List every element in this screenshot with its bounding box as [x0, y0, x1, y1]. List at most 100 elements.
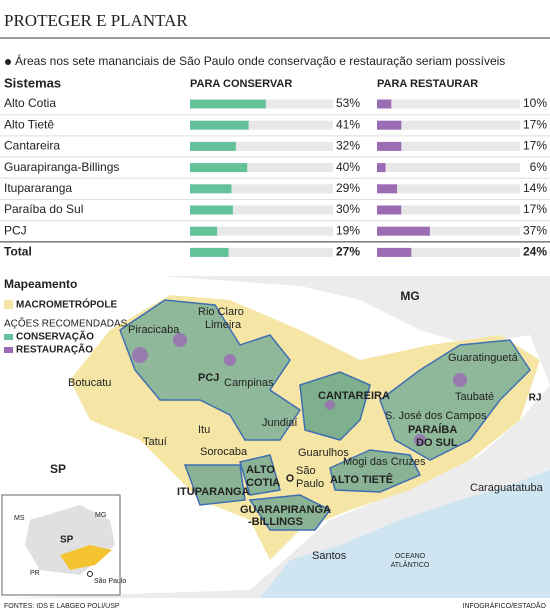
map-label: Piracicaba — [128, 324, 180, 336]
map-label: Itu — [198, 424, 210, 436]
alto-cotia — [239, 454, 281, 496]
value-label: 27% — [336, 245, 360, 259]
bar-track — [377, 205, 520, 215]
map-label: ALTO — [246, 464, 275, 476]
map-label: PCJ — [198, 372, 219, 384]
category-label: Alto Cotia — [4, 96, 56, 110]
map-label: Mogi das Cruzes — [343, 456, 426, 468]
legend-label: MACROMETRÓPOLE — [16, 298, 117, 311]
inset-marker — [87, 571, 93, 577]
legend-label: AÇÕES RECOMENDADAS — [4, 317, 128, 330]
bar-track — [377, 184, 520, 194]
city-marker — [286, 474, 294, 482]
value-label: 6% — [530, 160, 548, 174]
bar — [190, 226, 218, 236]
map-label: Taubaté — [455, 391, 494, 403]
map-label: ALTO TIETÊ — [330, 473, 393, 486]
map-title: Mapeamento — [4, 277, 77, 291]
legend-swatch — [4, 347, 13, 353]
alto-tiete — [329, 449, 422, 493]
bar — [377, 226, 430, 236]
bar-track — [190, 141, 333, 151]
map-label: OCEANO — [395, 553, 426, 560]
map-label: Tatuí — [143, 436, 167, 448]
legend-label: CONSERVAÇÃO — [16, 330, 94, 343]
bar — [190, 141, 236, 151]
map-label: São Paulo — [94, 578, 126, 585]
category-label: Cantareira — [4, 139, 60, 153]
bar — [190, 184, 232, 194]
value-label: 29% — [336, 181, 360, 195]
bar — [377, 99, 392, 109]
bar-track — [377, 141, 520, 151]
credit: INFOGRÁFICO/ESTADÃO — [463, 601, 547, 610]
legend-label: RESTAURAÇÃO — [16, 343, 93, 356]
map-label: MS — [14, 515, 25, 522]
bar-track — [377, 120, 520, 130]
paraiba-do-sul — [379, 339, 531, 461]
bar — [377, 205, 402, 215]
value-label: 17% — [523, 117, 547, 131]
cantareira — [299, 371, 371, 441]
map-label: PR — [30, 570, 40, 577]
value-label: 17% — [523, 202, 547, 216]
map-label: Guaratinguetá — [448, 352, 519, 364]
map-label: Guarulhos — [298, 447, 349, 459]
map-label: MG — [95, 512, 106, 519]
bar — [377, 141, 402, 151]
map-label: SP — [60, 535, 74, 546]
legend-swatch — [4, 300, 13, 309]
guarapiranga — [248, 494, 332, 531]
series-header: PARA RESTAURAR — [377, 78, 478, 90]
value-label: 40% — [336, 160, 360, 174]
value-label: 32% — [336, 139, 360, 153]
map-label: Botucatu — [68, 377, 111, 389]
bar — [377, 184, 398, 194]
map-label: Sorocaba — [200, 446, 248, 458]
map-label: CANTAREIRA — [318, 390, 390, 402]
map-label: São — [296, 465, 316, 477]
map-label: MG — [400, 289, 419, 303]
value-label: 37% — [523, 223, 547, 237]
bar-track — [190, 184, 333, 194]
bar-track — [377, 163, 520, 173]
bar-track — [190, 226, 333, 236]
map-label: COTIA — [246, 477, 280, 489]
source: FONTES: IDS E LABGEO POLI/USP — [4, 603, 120, 610]
bar — [190, 163, 248, 173]
bar — [377, 120, 402, 130]
bar-track — [190, 205, 333, 215]
category-label: Guarapiranga-Billings — [4, 160, 119, 174]
legend-swatch — [4, 334, 13, 340]
map-label: ATLÂNTICO — [391, 560, 430, 569]
map-label: ITUPARANGA — [177, 486, 250, 498]
subtitle: Áreas nos sete mananciais de São Paulo o… — [15, 53, 505, 68]
map-label: Jundiaí — [262, 417, 297, 429]
bar-track — [377, 226, 520, 236]
pcj — [119, 299, 302, 441]
value-label: 41% — [336, 117, 360, 131]
category-label: Itupararanga — [4, 181, 72, 195]
map-label: PARAÍBA — [408, 423, 457, 436]
bar — [190, 205, 233, 215]
map-label: S. José dos Campos — [385, 410, 487, 422]
bar — [190, 99, 266, 109]
map-label: Rio Claro — [198, 306, 244, 318]
map — [0, 276, 550, 598]
map-label: DO SUL — [416, 437, 458, 449]
value-label: 24% — [523, 245, 547, 259]
map-label: GUARAPIRANGA — [240, 504, 331, 516]
bar-track — [190, 163, 333, 173]
bullet — [5, 59, 11, 65]
bar — [190, 247, 229, 257]
column-header: Sistemas — [4, 75, 61, 90]
bar-track — [377, 99, 520, 109]
bar — [190, 120, 249, 130]
ocean — [260, 470, 550, 598]
title: PROTEGER E PLANTAR — [4, 11, 188, 30]
category-label: Alto Tietê — [4, 117, 54, 131]
bar-track — [190, 247, 333, 257]
bar-table: PARA CONSERVAR PARA RESTAURAR Alto Cotia 53… — [0, 78, 550, 259]
